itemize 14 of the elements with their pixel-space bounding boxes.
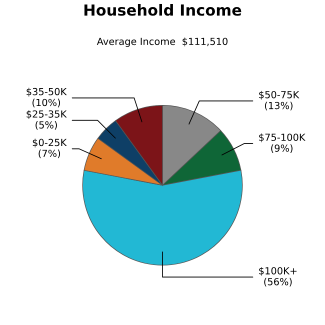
slice-label: $100K+ <box>259 266 297 276</box>
data-label: (56%) <box>264 278 292 286</box>
data-label: (7%) <box>38 150 60 158</box>
data-label: (13%) <box>264 102 292 110</box>
chart-title: Household Income <box>84 4 242 16</box>
data-label: (5%) <box>36 121 57 130</box>
slice-label: $75-100K <box>259 133 306 142</box>
slice-label: $25-35K <box>26 110 67 119</box>
data-label: (10%) <box>32 98 60 108</box>
slice-label: $0-25K <box>32 138 67 148</box>
slice-label: $35-50K <box>26 88 67 97</box>
slice-label: $50-75K <box>259 90 300 100</box>
chart-subtitle: Average Income $111,510 <box>96 38 228 47</box>
data-label: (9%) <box>271 144 292 153</box>
